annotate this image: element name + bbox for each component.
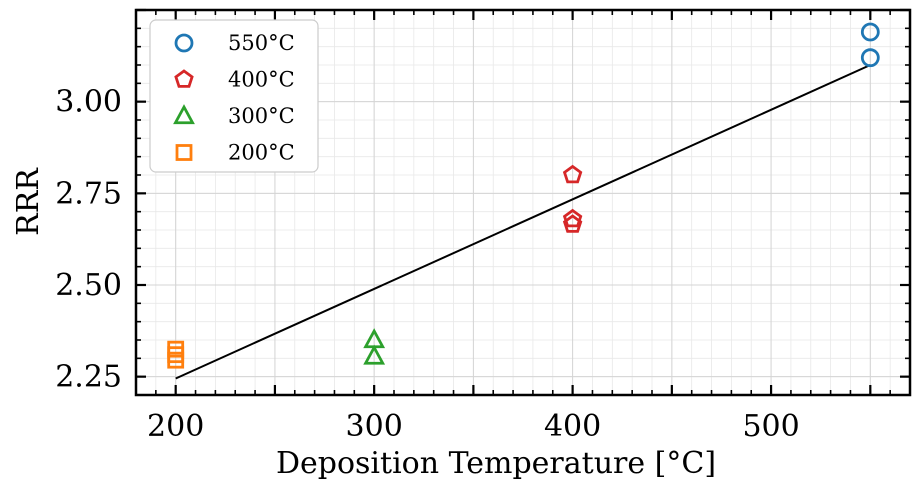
circle-data-point [860,22,880,42]
y-tick-label: 2.75 [55,176,122,211]
y-axis-title: RRR [11,167,46,236]
legend-box [149,19,319,173]
square-data-point [167,351,185,369]
legend-label: 400°C [228,68,295,92]
legend-circle-marker [174,33,194,53]
legend-label: 200°C [228,141,295,165]
x-tick-label: 500 [742,409,799,444]
pentagon-data-point [562,208,583,228]
x-axis-title: Deposition Temperature [°C] [276,446,716,481]
legend: 550°C 400°C 300°C 200°C [149,19,319,173]
y-tick-label: 2.25 [55,360,122,395]
x-tick-label: 200 [147,409,204,444]
fit-line-group [175,64,871,380]
x-tick-label: 300 [346,409,403,444]
legend-triangle-marker [173,104,195,125]
legend-label: 300°C [228,104,295,128]
pentagon-data-point [562,214,583,233]
circle-data-point [860,48,880,68]
tick-labels: 200 300 400 500 2.25 2.50 2.75 3.00 [55,85,800,444]
y-tick-label: 3.00 [55,85,122,120]
y-tick-label: 2.50 [55,268,122,303]
data-points [167,22,880,369]
legend-pentagon-marker [174,69,194,88]
legend-label: 550°C [228,31,295,55]
triangle-data-point [363,344,386,365]
x-tick-label: 400 [544,409,601,444]
fit-line [175,64,871,380]
plot-frame [134,8,912,397]
pentagon-data-point [562,164,583,184]
major-ticks [136,8,910,395]
legend-square-marker [175,144,193,161]
